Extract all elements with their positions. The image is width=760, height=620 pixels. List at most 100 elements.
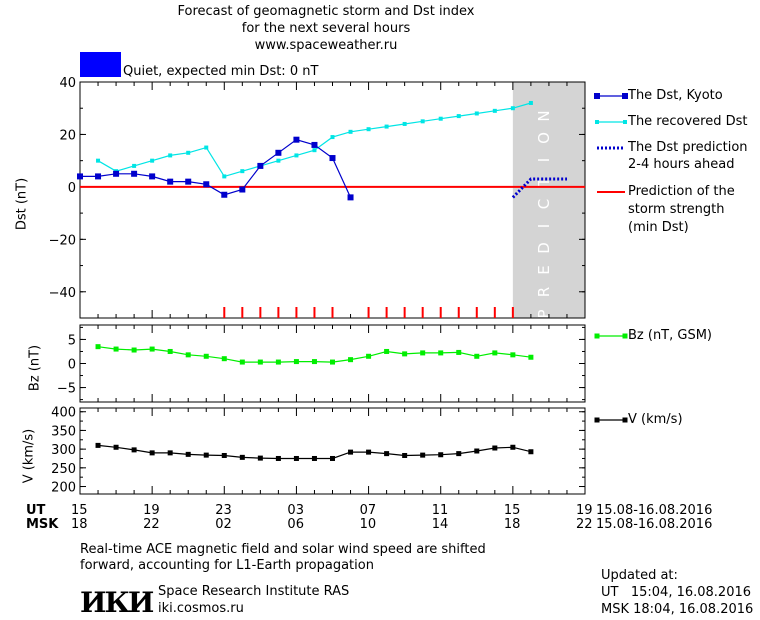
updated-label: Updated at: [601,568,678,583]
v-axis-title: V (km/s) [21,428,37,484]
speed-point [239,454,245,460]
dst-kyoto-point [275,149,282,156]
dst-kyoto-point [239,186,246,193]
bz-axis-title: Bz (nT) [27,344,43,392]
speed-point [492,445,498,451]
bz-point [402,351,408,357]
bz-point [420,350,426,356]
dst-kyoto-point [311,141,318,148]
dst-kyoto-point [203,181,210,188]
dst-ytick-label: −20 [49,233,76,248]
speed-point [257,455,263,461]
recovered-dst-point [474,111,479,116]
bz-point [330,359,335,365]
institute-site[interactable]: iki.cosmos.ru [158,601,244,616]
bz-point [131,347,137,353]
dst-kyoto-point [131,170,138,177]
dst-ytick-label: 0 [68,181,76,196]
msk-tick-label: 22 [576,517,593,532]
v-ytick-label: 250 [51,462,76,477]
legend-recovered-glyph-marker [595,120,599,124]
bz-point [366,353,372,359]
speed-point [293,455,299,461]
legend-bz: Bz (nT, GSM) [628,328,713,343]
prediction-letter: D [535,240,553,254]
recovered-dst-point [438,116,443,121]
prediction-letter: C [535,197,553,209]
legend-dst-glyph-marker [622,93,628,99]
bz-point [167,348,173,354]
speed-point [366,449,372,455]
speed-point [330,455,335,461]
bz-point [221,356,227,362]
ut-tick-label: 19 [143,503,160,518]
dst-kyoto-point [293,136,300,143]
dst-ytick-label: 40 [59,76,76,91]
status-text: Quiet, expected min Dst: 0 nT [123,64,319,79]
speed-point [456,451,462,457]
v-ytick-label: 350 [51,424,76,439]
prediction-letter: P [535,307,553,318]
recovered-dst-point [510,106,515,111]
ut-tick-label: 07 [359,503,377,518]
bz-point [185,352,191,358]
dst-kyoto-point [185,178,192,185]
bz-point [257,359,263,365]
updated-msk: MSK 18:04, 16.08.2016 [601,602,754,617]
dst-axis-title: Dst (nT) [14,177,30,231]
dst-kyoto-point [329,155,336,162]
msk-date-range: 15.08-16.08.2016 [596,517,713,532]
speed-point [149,450,155,456]
v-ytick-label: 300 [51,443,76,458]
recovered-dst-point [186,150,191,155]
bz-point [438,350,444,356]
msk-tick-label: 10 [359,517,377,532]
msk-tick-label: 06 [287,517,304,532]
legend-min-pred-2: storm strength [628,202,725,217]
prediction-letter: I [535,156,553,162]
bz-point [311,359,317,365]
bz-ytick-label: 0 [68,358,76,373]
v-panel-frame [79,407,586,495]
speed-point [203,452,209,458]
recovered-dst-point [222,174,227,179]
recovered-dst-point [402,121,407,126]
bz-point [293,359,299,365]
bz-ytick-label: 5 [68,333,76,348]
v-ytick-label: 400 [51,406,76,421]
prediction-letter: R [535,285,553,297]
recovered-dst-point [420,119,425,124]
chart-title-line1: Forecast of geomagnetic storm and Dst in… [177,4,475,19]
status-swatch [80,52,121,77]
legend-recovered-glyph-marker [623,120,627,124]
speed-point [95,442,101,448]
speed-point [185,451,191,457]
legend-v: V (km/s) [628,412,683,427]
msk-axis-label: MSK [26,517,59,532]
bz-point [95,344,101,350]
legend-v-glyph-marker [594,417,600,423]
legend-dst-pred-2: 2-4 hours ahead [628,157,735,172]
bz-point [492,350,498,356]
site-url[interactable]: www.spaceweather.ru [254,38,398,53]
institute-name: Space Research Institute RAS [158,584,350,599]
recovered-dst-point [240,169,245,174]
recovered-dst-point [132,163,137,168]
recovered-dst-point [456,114,461,119]
footer-note-2: forward, accounting for L1-Earth propaga… [80,558,374,573]
speed-point [167,450,173,456]
dst-kyoto-point [221,191,228,198]
msk-tick-label: 18 [503,517,521,532]
speed-point [474,448,480,454]
legend-v-glyph-marker [622,417,628,423]
prediction-letter: N [535,108,553,121]
msk-tick-label: 02 [215,517,232,532]
bz-point [275,359,281,365]
dst-prediction-line [511,177,567,199]
bz-point [239,359,245,365]
dst-kyoto-point [113,170,120,177]
recovered-dst-point [492,108,497,113]
bz-point [474,353,480,359]
ut-tick-label: 11 [431,503,449,518]
